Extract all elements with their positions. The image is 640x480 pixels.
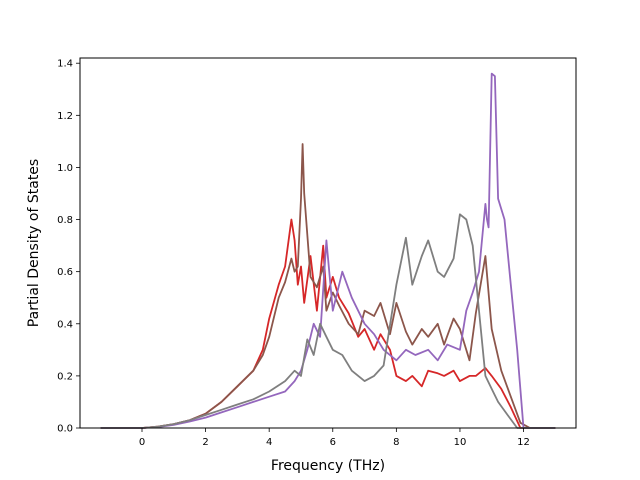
- y-tick-label: 1.2: [57, 111, 73, 122]
- y-tick-label: 0.6: [57, 267, 73, 278]
- x-tick-label: 10: [454, 437, 467, 448]
- x-tick-label: 6: [330, 437, 336, 448]
- x-tick-label: 2: [202, 437, 208, 448]
- series-layer: [100, 72, 556, 429]
- x-tick-label: 8: [393, 437, 399, 448]
- y-tick-label: 0.4: [57, 319, 73, 330]
- plot-frame: [79, 57, 577, 429]
- x-tick-label: 4: [266, 437, 272, 448]
- x-tick-label: 12: [517, 437, 530, 448]
- y-axis-title: Partial Density of States: [26, 159, 42, 327]
- x-axis-ticks: 0 2 4 6 8 10 12: [139, 428, 530, 448]
- series-line-2: [100, 143, 556, 429]
- y-tick-label: 1.4: [57, 59, 73, 70]
- y-tick-label: 0.8: [57, 215, 73, 226]
- y-tick-label: 0.0: [57, 424, 73, 435]
- y-axis-ticks: 0.0 0.2 0.4 0.6 0.8 1.0 1.2 1.4: [57, 59, 80, 435]
- y-tick-label: 0.2: [57, 371, 73, 382]
- x-tick-label: 0: [139, 437, 145, 448]
- series-line-4: [100, 213, 556, 429]
- series-line-3: [100, 72, 556, 429]
- y-tick-label: 1.0: [57, 163, 73, 174]
- x-axis-title: Frequency (THz): [271, 458, 385, 474]
